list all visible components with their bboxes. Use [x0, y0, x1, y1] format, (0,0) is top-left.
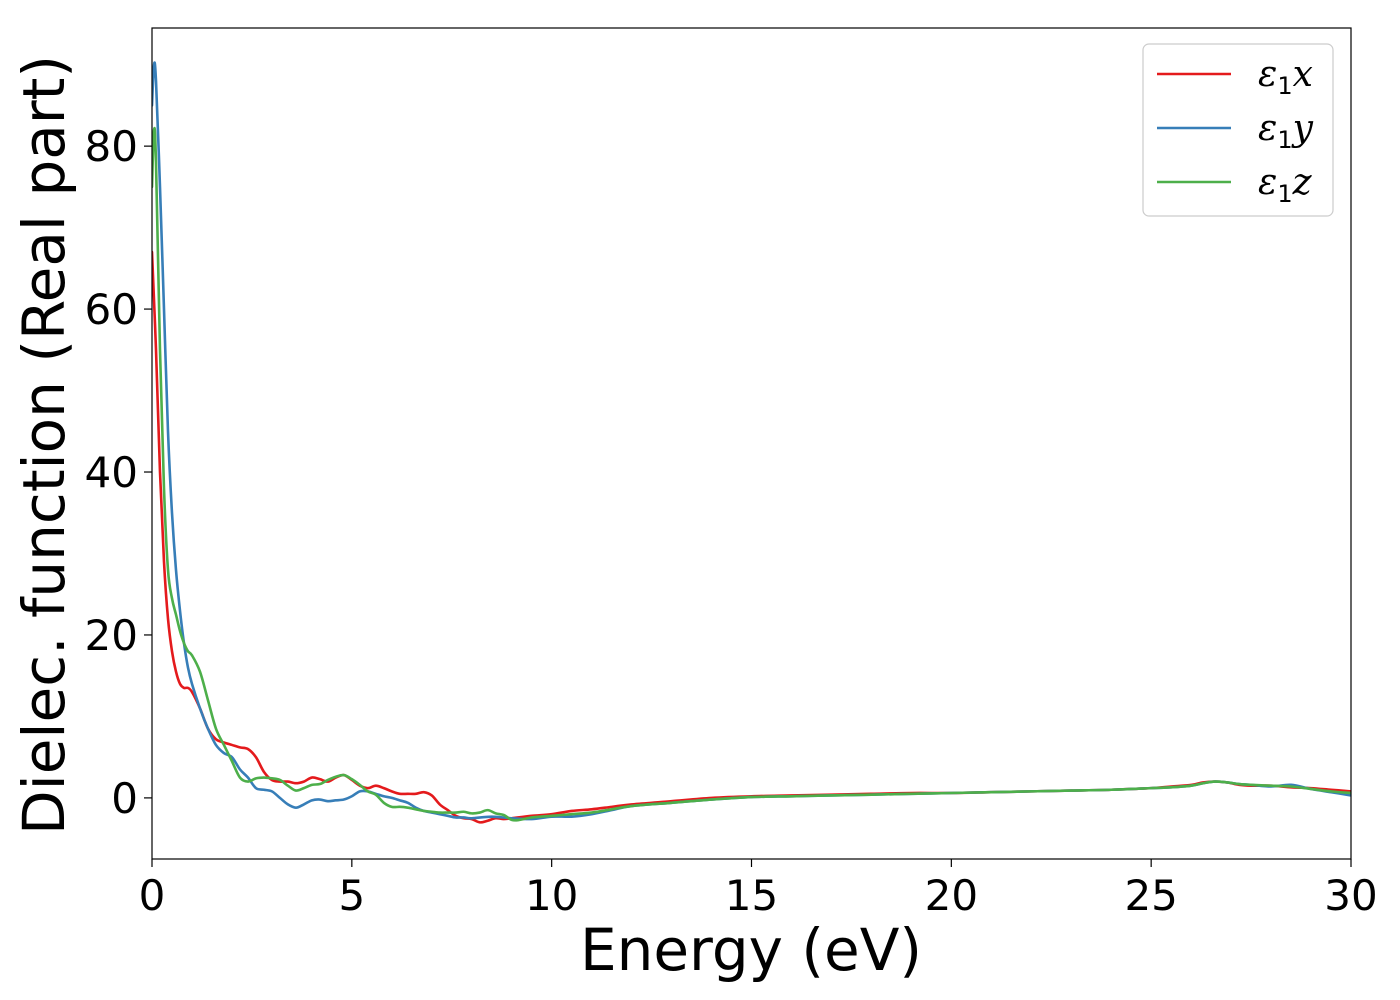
y-tick-label: 20 — [85, 611, 138, 660]
y-tick-label: 80 — [85, 122, 138, 171]
y-tick-label: 0 — [111, 774, 138, 823]
y-axis: 0 20 40 60 80 — [85, 122, 152, 823]
legend-label-x: ε1x — [1258, 54, 1313, 100]
x-tick-label: 5 — [338, 871, 365, 920]
series-layer — [152, 61, 1351, 824]
x-tick-label: 25 — [1124, 871, 1177, 920]
x-tick-label: 0 — [139, 871, 166, 920]
y-tick-label: 40 — [85, 448, 138, 497]
legend: ε1x ε1y ε1z — [1142, 43, 1334, 217]
legend-box — [1142, 43, 1334, 217]
x-axis-label: Energy (eV) — [580, 916, 922, 984]
series-line-z — [152, 126, 1351, 822]
x-tick-label: 20 — [925, 871, 978, 920]
legend-label-z: ε1z — [1258, 162, 1313, 208]
y-axis-label: Dielec. function (Real part) — [10, 55, 78, 835]
x-tick-label: 30 — [1324, 871, 1377, 920]
y-tick-label: 60 — [85, 285, 138, 334]
x-tick-label: 10 — [525, 871, 578, 920]
legend-label-y: ε1y — [1258, 108, 1314, 154]
x-tick-label: 15 — [725, 871, 778, 920]
x-axis: 0 5 10 15 20 25 30 — [139, 859, 1378, 920]
